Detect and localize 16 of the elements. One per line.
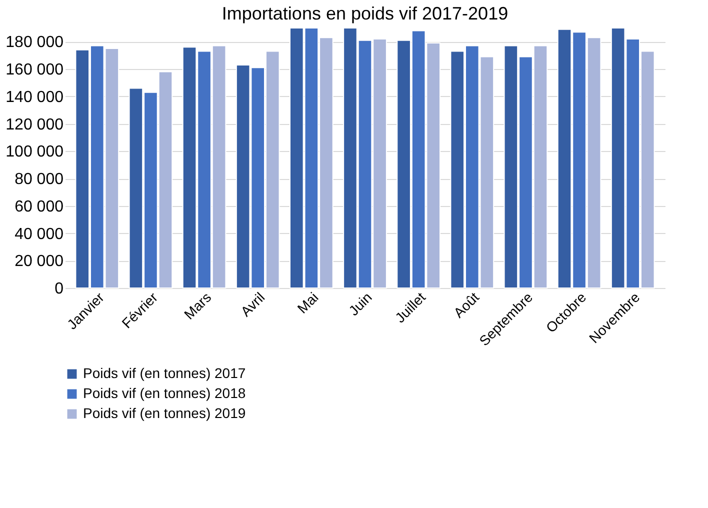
y-tick-label: 120 000 xyxy=(6,116,64,134)
y-tick-label: 140 000 xyxy=(6,88,64,106)
y-tick-label: 180 000 xyxy=(6,34,64,52)
y-tick-label: 80 000 xyxy=(14,171,64,188)
y-tick-label: 20 000 xyxy=(14,253,64,270)
legend-label: Poids vif (en tonnes) 2019 xyxy=(83,405,246,421)
x-tick-label: Juin xyxy=(345,289,375,319)
y-tick-label: 40 000 xyxy=(14,226,64,243)
chart-title: Importations en poids vif 2017-2019 xyxy=(222,4,508,24)
y-tick-label: 160 000 xyxy=(6,62,64,79)
x-tick-label: Mai xyxy=(294,289,322,316)
legend-label: Poids vif (en tonnes) 2018 xyxy=(83,385,246,401)
y-tick-label: 60 000 xyxy=(14,198,64,216)
legend-label: Poids vif (en tonnes) 2017 xyxy=(83,365,246,381)
y-tick-label: 100 000 xyxy=(6,144,64,161)
y-tick-label: 0 xyxy=(54,280,64,298)
